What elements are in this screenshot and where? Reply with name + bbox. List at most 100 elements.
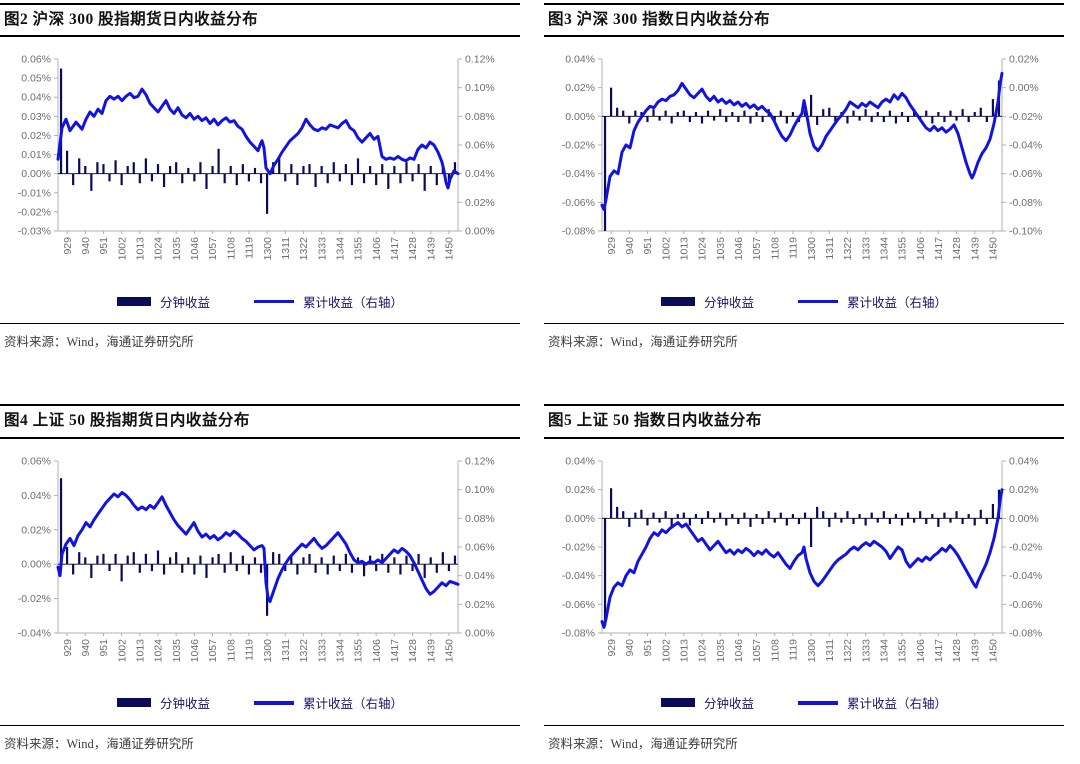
figure-title-block: 图2 沪深 300 股指期货日内收益分布 (0, 3, 520, 38)
figure-title: 图4 上证 50 股指期货日内收益分布 (4, 412, 250, 430)
svg-text:1322: 1322 (842, 639, 854, 663)
svg-text:1428: 1428 (951, 237, 963, 261)
svg-text:-0.08%: -0.08% (562, 226, 595, 238)
svg-text:0.08%: 0.08% (465, 513, 495, 525)
line-series-label: 累计收益（右轴） (303, 697, 404, 712)
svg-text:0.04%: 0.04% (21, 92, 51, 104)
svg-text:0.00%: 0.00% (565, 513, 595, 525)
svg-text:1057: 1057 (751, 639, 763, 663)
source-block: 资料来源：Wind，海通证券研究所 (0, 724, 520, 752)
svg-text:1013: 1013 (678, 237, 690, 261)
svg-text:0.00%: 0.00% (465, 226, 495, 238)
svg-text:-0.02%: -0.02% (562, 140, 595, 152)
svg-text:1057: 1057 (207, 237, 219, 261)
bar-series-label: 分钟收益 (703, 697, 754, 712)
svg-text:1046: 1046 (733, 237, 745, 261)
svg-text:-0.08%: -0.08% (1009, 627, 1042, 639)
x-axis: 929 940 951 1002 1013 1024 1035 1046 1057 1108 111… (606, 632, 1000, 663)
bar-series-label: 分钟收益 (159, 697, 210, 712)
svg-text:1311: 1311 (824, 237, 836, 260)
svg-text:0.00%: 0.00% (21, 169, 51, 181)
svg-text:1439: 1439 (969, 639, 981, 663)
bar-series-label: 分钟收益 (703, 295, 754, 310)
bar-series-swatch (116, 698, 151, 708)
svg-text:-0.06%: -0.06% (562, 599, 595, 611)
chart-legend: 分钟收益 累计收益（右轴） (544, 291, 1064, 311)
svg-text:0.00%: 0.00% (21, 558, 51, 570)
x-axis: 929 940 951 1002 1013 1024 1035 1046 1057 1108 111… (62, 231, 456, 261)
svg-text:0.08%: 0.08% (465, 111, 495, 123)
svg-text:0.02%: 0.02% (465, 197, 495, 209)
svg-text:0.02%: 0.02% (1009, 54, 1039, 66)
svg-text:1355: 1355 (897, 639, 909, 663)
svg-text:1322: 1322 (298, 237, 310, 261)
y-axis-left: 0.06% 0.05% 0.04% 0.03% 0.02% 0.01% 0.00% -0.01… (18, 54, 58, 238)
svg-text:1450: 1450 (988, 639, 1000, 663)
svg-text:1046: 1046 (733, 639, 745, 663)
source-text: 资料来源：Wind，海通证券研究所 (4, 736, 194, 751)
svg-text:1002: 1002 (660, 237, 672, 261)
source-text: 资料来源：Wind，海通证券研究所 (548, 736, 738, 751)
line-series-label: 累计收益（右轴） (847, 697, 948, 712)
svg-text:1428: 1428 (407, 237, 419, 261)
svg-text:0.00%: 0.00% (465, 627, 495, 639)
svg-text:1450: 1450 (444, 237, 456, 261)
intraday-return-chart: 0.04% 0.02% 0.00% -0.02% -0.04% -0.06% -0.08% 0… (544, 49, 1064, 289)
svg-text:1024: 1024 (697, 639, 709, 663)
bar-series (59, 477, 457, 616)
svg-text:1406: 1406 (915, 237, 927, 261)
svg-text:1035: 1035 (171, 237, 183, 261)
svg-text:940: 940 (80, 639, 92, 657)
figure-panel-3: 图3 沪深 300 指数日内收益分布 0.04% 0.02% 0.00% -0.02%… (544, 3, 1064, 350)
svg-text:1450: 1450 (988, 237, 1000, 261)
svg-text:-0.04%: -0.04% (562, 169, 595, 181)
svg-text:951: 951 (642, 237, 654, 255)
svg-text:1046: 1046 (189, 639, 201, 663)
svg-text:0.04%: 0.04% (1009, 455, 1039, 467)
svg-text:0.10%: 0.10% (465, 83, 495, 95)
svg-text:1355: 1355 (353, 639, 365, 663)
y-axis-right: 0.12% 0.10% 0.08% 0.06% 0.04% 0.02% 0.00% (458, 455, 495, 639)
svg-text:-0.02%: -0.02% (562, 541, 595, 553)
svg-text:-0.06%: -0.06% (562, 197, 595, 209)
svg-text:1002: 1002 (660, 639, 672, 663)
svg-text:1322: 1322 (842, 237, 854, 261)
intraday-return-chart: 0.06% 0.04% 0.02% 0.00% -0.02% -0.04% 0.12% 0.1… (0, 451, 520, 691)
chart-legend: 分钟收益 累计收益（右轴） (544, 693, 1064, 713)
svg-text:-0.02%: -0.02% (18, 207, 51, 219)
svg-text:1406: 1406 (371, 639, 383, 663)
svg-text:929: 929 (606, 639, 618, 657)
line-series-label: 累计收益（右轴） (847, 295, 948, 310)
figure-title-block: 图5 上证 50 指数日内收益分布 (544, 404, 1064, 439)
svg-text:0.02%: 0.02% (1009, 484, 1039, 496)
svg-text:0.06%: 0.06% (21, 455, 51, 467)
source-block: 资料来源：Wind，海通证券研究所 (0, 323, 520, 350)
svg-text:1417: 1417 (933, 639, 945, 663)
svg-text:1300: 1300 (806, 639, 818, 663)
svg-text:1428: 1428 (951, 639, 963, 663)
svg-text:1300: 1300 (262, 237, 274, 261)
svg-text:0.04%: 0.04% (21, 490, 51, 502)
svg-text:1450: 1450 (444, 639, 456, 663)
svg-text:1333: 1333 (316, 237, 328, 261)
line-series-swatch (798, 701, 838, 705)
svg-text:0.00%: 0.00% (1009, 513, 1039, 525)
source-block: 资料来源：Wind，海通证券研究所 (544, 323, 1064, 350)
svg-text:1311: 1311 (824, 639, 836, 662)
x-axis: 929 940 951 1002 1013 1024 1035 1046 1057 1108 111… (606, 231, 1000, 261)
svg-text:-0.08%: -0.08% (562, 627, 595, 639)
svg-text:0.02%: 0.02% (465, 599, 495, 611)
y-axis-left: 0.04% 0.02% 0.00% -0.02% -0.04% -0.06% -0.08% (562, 54, 602, 238)
svg-text:0.02%: 0.02% (565, 484, 595, 496)
svg-text:1311: 1311 (280, 237, 292, 260)
line-series-swatch (798, 299, 838, 304)
svg-text:0.05%: 0.05% (21, 73, 51, 85)
svg-text:1439: 1439 (425, 639, 437, 663)
svg-text:1108: 1108 (769, 237, 781, 260)
figure-title: 图3 沪深 300 指数日内收益分布 (548, 11, 771, 28)
figure-panel-5: 图5 上证 50 指数日内收益分布 0.04% 0.02% 0.00% -0.02% -… (544, 404, 1064, 751)
svg-text:0.04%: 0.04% (465, 169, 495, 181)
svg-text:1333: 1333 (860, 237, 872, 261)
svg-text:951: 951 (98, 639, 110, 657)
svg-text:0.04%: 0.04% (565, 455, 595, 467)
